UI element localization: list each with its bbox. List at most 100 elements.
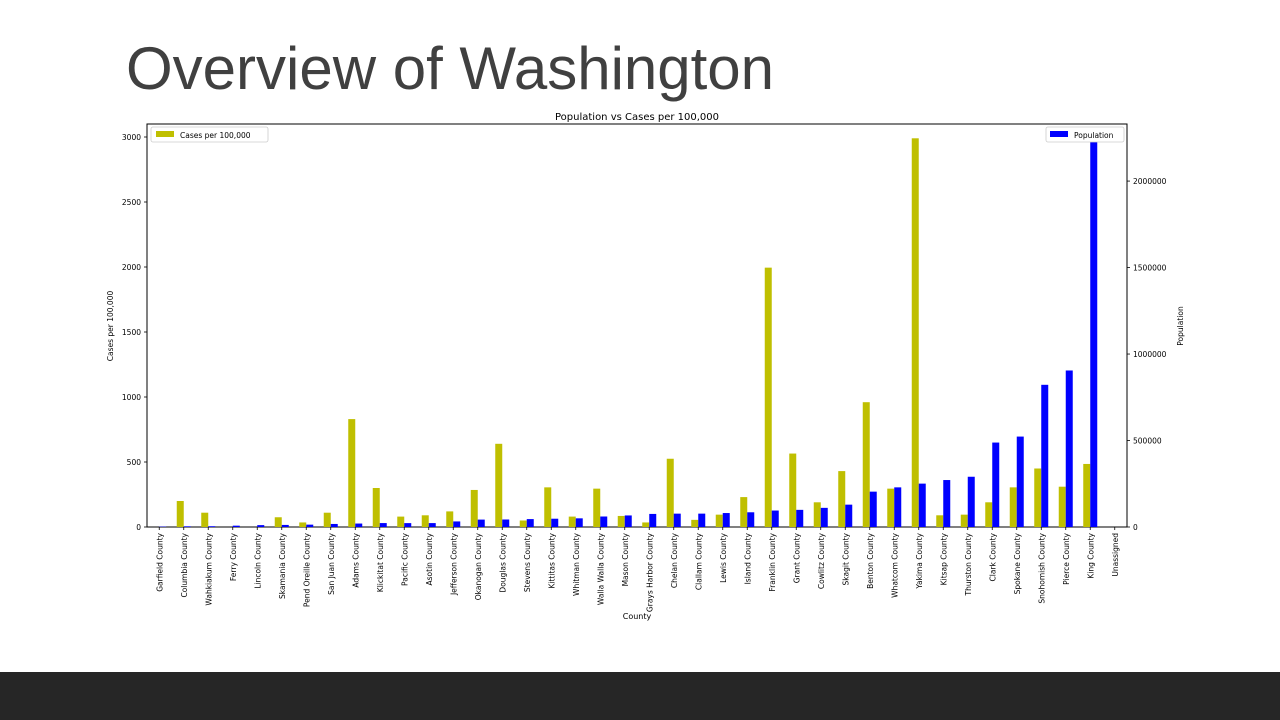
bar-cases bbox=[691, 519, 699, 527]
bar-cases bbox=[568, 516, 576, 527]
bar-population bbox=[869, 491, 877, 527]
plot-area bbox=[146, 123, 1128, 528]
x-tick-label: Franklin County bbox=[768, 532, 777, 591]
bar-cases bbox=[299, 522, 307, 527]
bar-cases bbox=[470, 489, 478, 527]
footer-bar bbox=[0, 672, 1280, 720]
legend-population-swatch bbox=[1050, 131, 1068, 137]
y2-tick-label: 2000000 bbox=[1133, 177, 1167, 186]
x-tick-label: King County bbox=[1086, 532, 1095, 578]
bar-population bbox=[600, 516, 608, 527]
x-tick-label: Island County bbox=[743, 532, 752, 584]
x-tick-label: Garfield County bbox=[155, 532, 164, 591]
slide-title: Overview of Washington bbox=[126, 35, 775, 102]
bar-cases bbox=[887, 488, 895, 527]
bar-population bbox=[673, 513, 681, 527]
x-tick-label: Wahkiakum County bbox=[204, 532, 213, 605]
bar-population bbox=[1065, 370, 1073, 527]
x-tick-label: Ferry County bbox=[229, 532, 238, 581]
y-tick-label: 0 bbox=[136, 523, 141, 532]
bar-cases bbox=[911, 138, 919, 528]
bar-cases bbox=[201, 512, 209, 527]
y-axis-label: Cases per 100,000 bbox=[106, 291, 115, 362]
bar-population bbox=[330, 523, 338, 527]
bar-population bbox=[943, 480, 951, 527]
x-tick-label: Lewis County bbox=[719, 532, 728, 582]
bar-cases bbox=[348, 419, 356, 527]
x-tick-label: Kitsap County bbox=[939, 532, 948, 585]
x-tick-label: Okanogan County bbox=[474, 532, 483, 600]
bar-population bbox=[428, 523, 436, 527]
bar-population bbox=[771, 510, 779, 527]
bar-population bbox=[698, 513, 706, 527]
bar-cases bbox=[642, 522, 650, 527]
bar-population bbox=[281, 524, 289, 527]
axes-group: Garfield County Columbia County Wahkiakum … bbox=[122, 133, 1167, 612]
x-tick-label: Kittitas County bbox=[547, 532, 556, 588]
x-tick-label: San Juan County bbox=[327, 532, 336, 594]
bar-population bbox=[967, 476, 975, 527]
x-tick-label: Chelan County bbox=[670, 532, 679, 588]
bar-cases bbox=[960, 514, 968, 527]
bar-population bbox=[232, 525, 240, 527]
bar-cases bbox=[519, 520, 527, 527]
legend-population-frame bbox=[1045, 126, 1125, 143]
legend-cases-label: Cases per 100,000 bbox=[180, 131, 251, 140]
x-tick-label: Asotin County bbox=[425, 532, 434, 585]
bar-cases bbox=[446, 511, 454, 527]
x-tick-label: Pacific County bbox=[400, 532, 409, 585]
bar-cases bbox=[274, 517, 282, 527]
y-tick-label: 2000 bbox=[122, 263, 141, 272]
bar-population bbox=[624, 515, 632, 527]
y-tick-label: 3000 bbox=[122, 133, 141, 142]
bar-cases bbox=[936, 515, 944, 527]
bar-cases bbox=[1034, 468, 1042, 527]
bar-population bbox=[796, 509, 804, 527]
bar-population bbox=[722, 513, 730, 527]
legend-population: Population bbox=[1045, 126, 1125, 143]
x-tick-label: Whatcom County bbox=[890, 532, 899, 597]
chart-title: Population vs Cases per 100,000 bbox=[555, 112, 719, 123]
y-tick-label: 500 bbox=[127, 458, 142, 467]
bar-population bbox=[183, 526, 191, 527]
bar-population bbox=[453, 521, 461, 527]
x-tick-label: Skamania County bbox=[278, 532, 287, 599]
bar-population bbox=[526, 519, 534, 527]
bar-cases bbox=[593, 488, 601, 527]
bar-population bbox=[257, 525, 265, 527]
bar-population bbox=[208, 526, 216, 527]
x-tick-label: Benton County bbox=[866, 532, 875, 588]
bar-cases bbox=[397, 516, 405, 527]
x-tick-label: Unassigned bbox=[1111, 533, 1120, 577]
y2-tick-label: 1000000 bbox=[1133, 350, 1167, 359]
bar-population bbox=[918, 483, 926, 527]
x-tick-label: Columbia County bbox=[180, 532, 189, 597]
x-tick-label: Lincoln County bbox=[253, 532, 262, 588]
x-tick-label: Jefferson County bbox=[449, 532, 458, 596]
legend-cases: Cases per 100,000 bbox=[150, 126, 269, 143]
bars-group bbox=[159, 137, 1098, 528]
x-tick-label: Douglas County bbox=[498, 532, 507, 592]
bar-population bbox=[1016, 436, 1024, 527]
x-tick-label: Clark County bbox=[988, 532, 997, 581]
bar-cases bbox=[1009, 487, 1017, 527]
bar-population bbox=[845, 504, 853, 527]
x-tick-label: Yakima County bbox=[915, 532, 924, 589]
bar-population bbox=[992, 442, 1000, 527]
bar-cases bbox=[813, 502, 821, 527]
x-tick-label: Spokane County bbox=[1013, 532, 1022, 594]
bar-population bbox=[502, 519, 510, 527]
bar-cases bbox=[764, 267, 772, 527]
bar-cases bbox=[544, 487, 552, 527]
x-tick-label: Grant County bbox=[792, 532, 801, 583]
y-tick-label: 2500 bbox=[122, 198, 141, 207]
bar-population bbox=[404, 523, 412, 527]
x-tick-label: Mason County bbox=[621, 532, 630, 586]
bar-population bbox=[820, 507, 828, 527]
bar-cases bbox=[715, 514, 723, 527]
bar-cases bbox=[323, 512, 331, 527]
bar-cases bbox=[495, 443, 503, 527]
y2-tick-label: 0 bbox=[1133, 523, 1138, 532]
bar-cases bbox=[1083, 463, 1091, 527]
x-tick-label: Pierce County bbox=[1062, 532, 1071, 584]
